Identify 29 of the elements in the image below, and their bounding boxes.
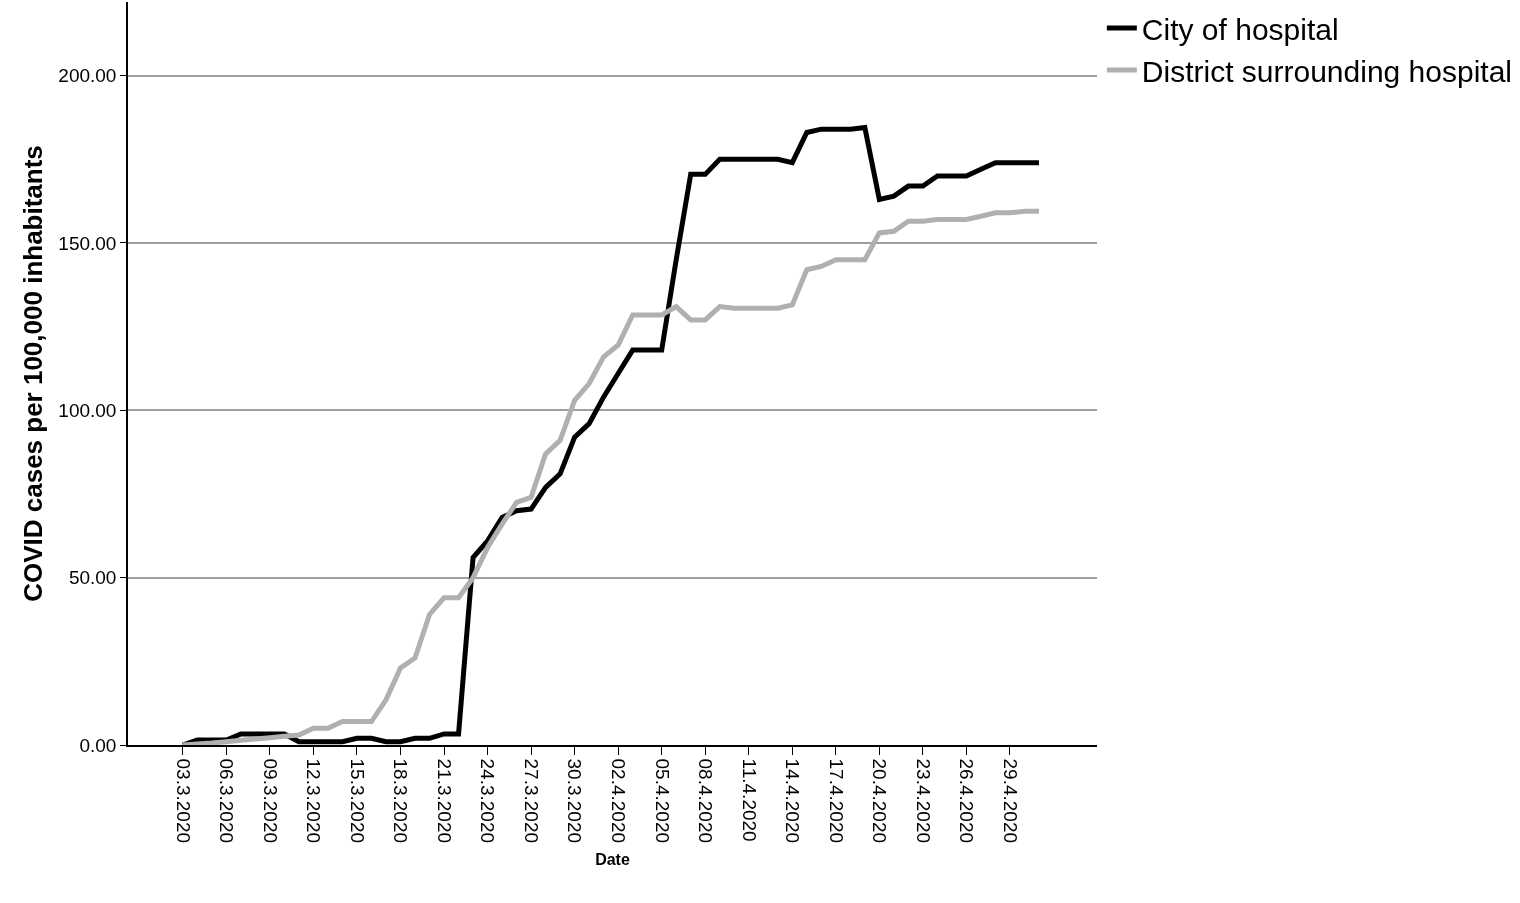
x-tick-label: 14.4.2020 xyxy=(782,758,804,844)
x-tick-label: 03.3.2020 xyxy=(172,758,194,844)
x-tick-label: 18.3.2020 xyxy=(390,758,412,844)
x-tick-label: 30.3.2020 xyxy=(564,758,586,844)
y-tick-label: 0.00 xyxy=(79,734,117,756)
x-tick-label: 24.3.2020 xyxy=(477,758,499,844)
y-tick-label: 100.00 xyxy=(58,399,117,421)
x-tick-label: 05.4.2020 xyxy=(651,758,673,844)
x-tick-label: 23.4.2020 xyxy=(912,758,934,844)
y-tick-label: 200.00 xyxy=(58,65,117,87)
y-tick-label: 50.00 xyxy=(68,567,117,589)
x-tick-label: 09.3.2020 xyxy=(259,758,281,844)
x-tick-label: 02.4.2020 xyxy=(607,758,629,844)
legend-label: City of hospital xyxy=(1141,12,1339,46)
y-tick-label: 150.00 xyxy=(58,232,117,254)
x-tick-label: 21.3.2020 xyxy=(433,758,455,844)
x-tick-label: 11.4.2020 xyxy=(738,758,760,842)
x-tick-label: 26.4.2020 xyxy=(956,758,978,844)
x-tick-label: 20.4.2020 xyxy=(869,758,891,844)
legend-label: District surrounding hospital xyxy=(1141,54,1513,88)
x-tick-label: 12.3.2020 xyxy=(303,758,325,844)
x-tick-label: 29.4.2020 xyxy=(999,758,1021,844)
x-tick-label: 08.4.2020 xyxy=(695,758,717,844)
x-tick-label: 27.3.2020 xyxy=(520,758,542,844)
y-axis-title: COVID cases per 100,000 inhabitants xyxy=(18,145,49,602)
x-tick-label: 17.4.2020 xyxy=(825,758,847,844)
x-axis-title: Date xyxy=(595,851,630,869)
x-tick-label: 15.3.2020 xyxy=(346,758,368,844)
x-tick-label: 06.3.2020 xyxy=(216,758,238,844)
